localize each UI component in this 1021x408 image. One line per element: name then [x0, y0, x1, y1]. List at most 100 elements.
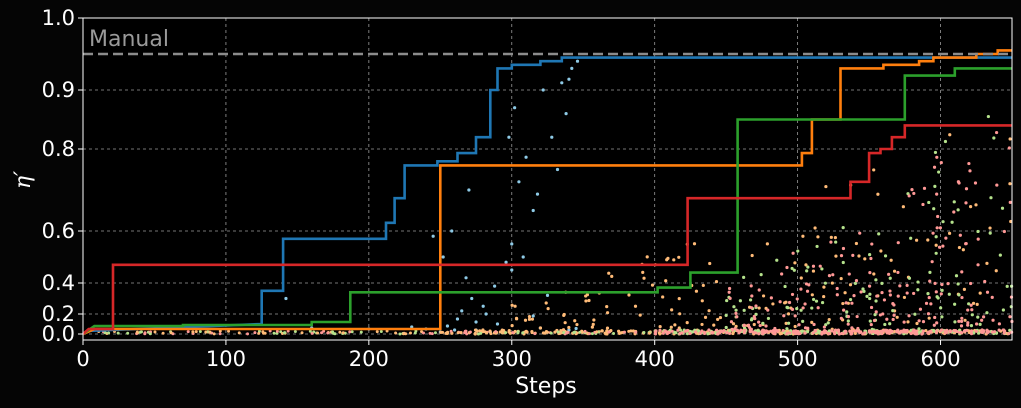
scatter-point [827, 317, 831, 322]
scatter-point [851, 329, 855, 333]
scatter-point [561, 328, 566, 332]
scatter-point [453, 328, 457, 332]
scatter-point [1005, 284, 1009, 288]
scatter-point [845, 310, 849, 314]
scatter-point [957, 319, 961, 323]
scatter-point [979, 330, 984, 334]
scatter-point [688, 331, 692, 336]
scatter-point [954, 274, 959, 278]
scatter-point [1007, 331, 1011, 336]
scatter-point [826, 321, 830, 325]
scatter-point [749, 284, 753, 288]
scatter-point [578, 330, 582, 334]
scatter-point [191, 330, 195, 334]
scatter-point [850, 301, 854, 305]
scatter-point [1009, 295, 1014, 299]
scatter-point [394, 331, 398, 335]
scatter-point [934, 235, 938, 239]
scatter-point [531, 208, 535, 213]
scatter-point [805, 269, 809, 273]
scatter-point [841, 301, 845, 306]
scatter-point [929, 302, 933, 306]
scatter-point [523, 318, 528, 322]
scatter-point [947, 292, 951, 296]
scatter-point [858, 231, 862, 235]
scatter-point [896, 270, 900, 275]
scatter-point [253, 331, 257, 335]
scatter-point [1007, 146, 1011, 150]
scatter-point [843, 329, 847, 333]
scatter-point [514, 316, 519, 321]
scatter-point [489, 332, 493, 336]
scatter-point [988, 226, 992, 230]
scatter-point [810, 320, 814, 324]
scatter-point [375, 330, 379, 334]
scatter-point [717, 331, 722, 335]
scatter-point [960, 316, 964, 320]
scatter-point [917, 327, 921, 331]
scatter-point [890, 329, 894, 334]
scatter-point [907, 276, 912, 280]
scatter-point [994, 130, 999, 135]
scatter-point [678, 328, 683, 332]
scatter-point [513, 304, 517, 308]
scatter-point [710, 330, 714, 334]
scatter-point [742, 330, 746, 335]
scatter-point [610, 274, 614, 278]
scatter-point [430, 332, 434, 336]
scatter-point [769, 296, 773, 300]
scatter-point [359, 330, 363, 334]
scatter-point [227, 329, 231, 333]
scatter-point [300, 331, 304, 335]
scatter-point [853, 281, 858, 285]
scatter-point [485, 331, 489, 335]
scatter-point [820, 330, 824, 334]
scatter-point [927, 200, 931, 205]
scatter-point [810, 293, 814, 297]
scatter-point [605, 311, 610, 315]
scatter-point [909, 236, 913, 240]
scatter-point [848, 283, 853, 287]
scatter-point [765, 242, 769, 246]
scatter-point [587, 298, 591, 303]
scatter-point [759, 273, 763, 277]
scatter-point [308, 329, 312, 333]
scatter-point [817, 329, 822, 333]
scatter-point [555, 167, 560, 172]
scatter-point [701, 283, 705, 288]
scatter-point [583, 329, 587, 333]
scatter-point [969, 281, 973, 286]
scatter-point [960, 270, 964, 274]
scatter-point [876, 192, 880, 196]
scatter-point [865, 294, 869, 298]
scatter-point [658, 328, 662, 332]
scatter-point [916, 288, 920, 292]
y-tick-label: 0.4 [42, 271, 75, 295]
scatter-point [797, 323, 801, 327]
scatter-point [742, 323, 747, 327]
scatter-point [975, 302, 979, 307]
scatter-point [567, 325, 571, 330]
scatter-point [467, 188, 471, 192]
scatter-point [169, 331, 173, 335]
scatter-point [891, 317, 895, 322]
scatter-point [813, 226, 817, 230]
scatter-point [831, 273, 835, 277]
scatter-point [933, 184, 937, 189]
scatter-point [844, 301, 848, 305]
scatter-point [590, 325, 594, 329]
scatter-point [750, 294, 754, 298]
scatter-point [830, 329, 834, 333]
scatter-point [742, 275, 746, 279]
scatter-point [850, 326, 854, 330]
scatter-point [612, 332, 616, 336]
scatter-point [464, 329, 468, 333]
scatter-point [570, 66, 574, 70]
scatter-point [891, 302, 895, 306]
scatter-point [604, 332, 608, 336]
scatter-point [964, 242, 968, 246]
scatter-point [843, 291, 847, 295]
scatter-point [803, 302, 807, 306]
scatter-point [997, 328, 1001, 332]
scatter-point [814, 299, 819, 303]
